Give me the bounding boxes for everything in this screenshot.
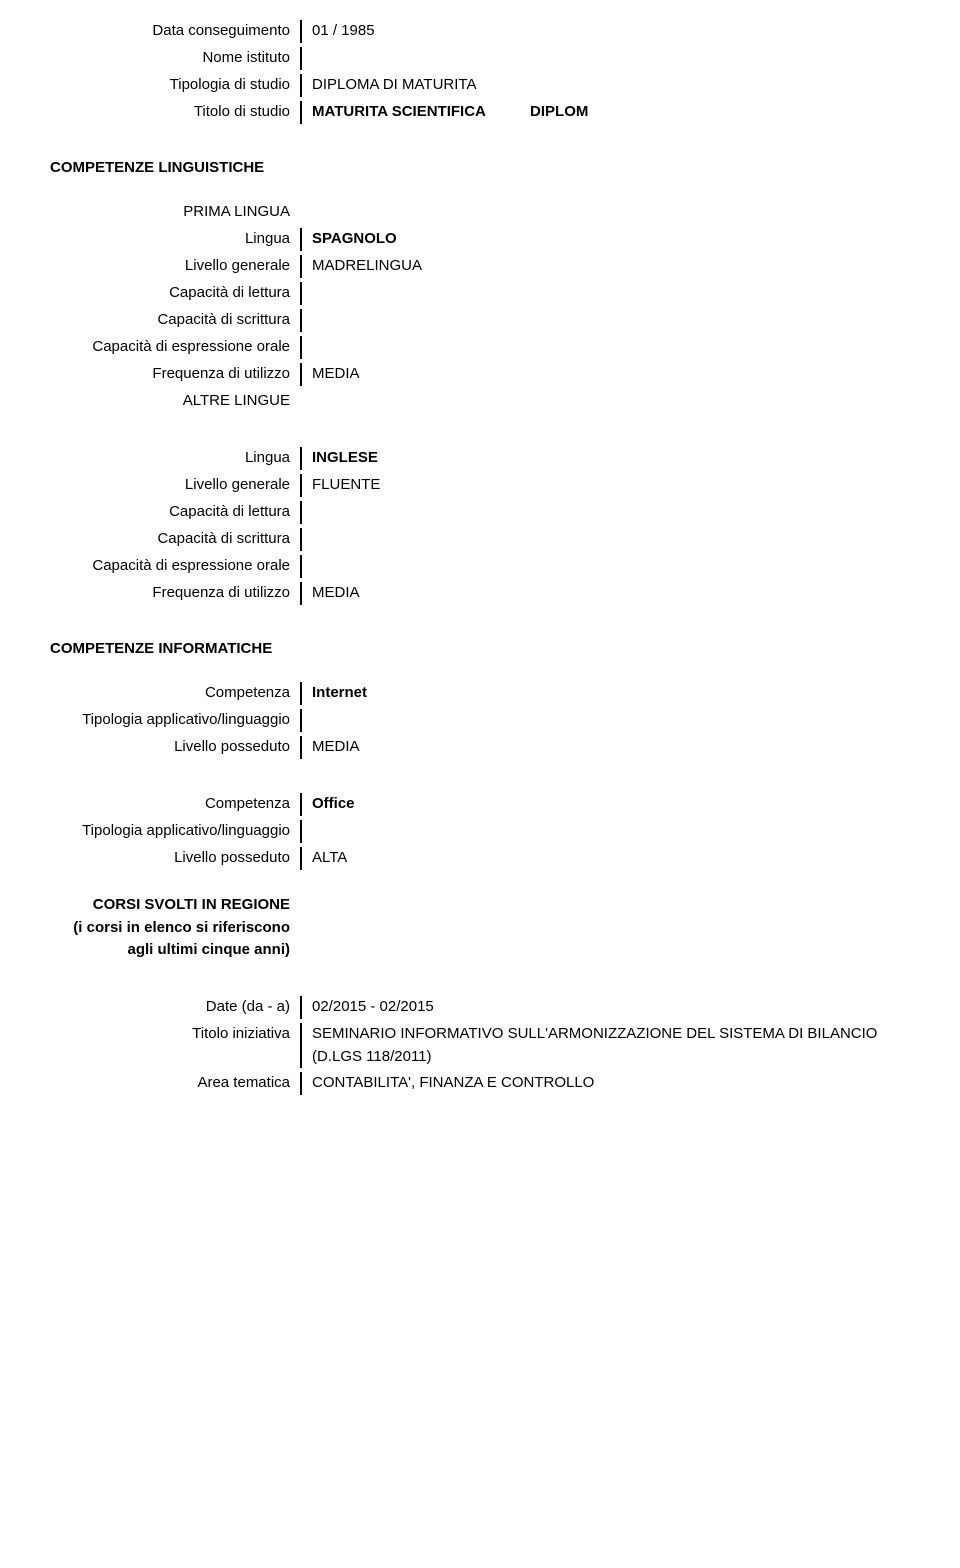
- label-capacita-espressione: Capacità di espressione orale: [50, 555, 300, 578]
- label-capacita-lettura: Capacità di lettura: [50, 501, 300, 524]
- label-livello-generale: Livello generale: [50, 255, 300, 278]
- row-titolo-studio: Titolo di studio MATURITA SCIENTIFICA DI…: [50, 101, 920, 124]
- value-titolo-studio-extra: DIPLOM: [530, 103, 588, 120]
- section-competenze-informatiche: COMPETENZE INFORMATICHE: [50, 640, 920, 657]
- row-corsi-titolo: Titolo iniziativa SEMINARIO INFORMATIVO …: [50, 1023, 920, 1068]
- label-frequenza-utilizzo: Frequenza di utilizzo: [50, 363, 300, 386]
- label-corsi-titolo: Titolo iniziativa: [50, 1023, 300, 1046]
- corsi-title-line3: agli ultimi cinque anni): [50, 939, 300, 962]
- row-lingua-2: Lingua INGLESE: [50, 447, 920, 470]
- row-scrittura-2: Capacità di scrittura: [50, 528, 920, 551]
- label-nome-istituto: Nome istituto: [50, 47, 300, 70]
- label-competenza: Competenza: [50, 682, 300, 705]
- label-altre-lingue: ALTRE LINGUE: [50, 390, 300, 413]
- value-frequenza-1: MEDIA: [302, 363, 920, 386]
- label-titolo-studio: Titolo di studio: [50, 101, 300, 124]
- label-data-conseguimento: Data conseguimento: [50, 20, 300, 43]
- value-competenza-1: Internet: [302, 682, 920, 705]
- value-lingua-1: SPAGNOLO: [302, 228, 920, 251]
- corsi-title-line1: CORSI SVOLTI IN REGIONE: [50, 894, 300, 917]
- row-competenza-1: Competenza Internet: [50, 682, 920, 705]
- value-corsi-date: 02/2015 - 02/2015: [302, 996, 920, 1019]
- section-competenze-linguistiche: COMPETENZE LINGUISTICHE: [50, 159, 920, 176]
- separator: [300, 528, 302, 551]
- value-lingua-2: INGLESE: [302, 447, 920, 470]
- row-corsi-date: Date (da - a) 02/2015 - 02/2015: [50, 996, 920, 1019]
- row-scrittura-1: Capacità di scrittura: [50, 309, 920, 332]
- row-lettura-1: Capacità di lettura: [50, 282, 920, 305]
- row-tipologia-studio: Tipologia di studio DIPLOMA DI MATURITA: [50, 74, 920, 97]
- separator: [300, 47, 302, 70]
- label-capacita-lettura: Capacità di lettura: [50, 282, 300, 305]
- corsi-title-line2: (i corsi in elenco si riferiscono: [50, 917, 300, 940]
- label-lingua: Lingua: [50, 447, 300, 470]
- row-prima-lingua: PRIMA LINGUA: [50, 201, 920, 224]
- row-altre-lingue: ALTRE LINGUE: [50, 390, 920, 413]
- row-tipologia-app-1: Tipologia applicativo/linguaggio: [50, 709, 920, 732]
- value-data-conseguimento: 01 / 1985: [302, 20, 920, 43]
- row-corsi-title-2: (i corsi in elenco si riferiscono: [50, 917, 920, 940]
- label-livello-posseduto: Livello posseduto: [50, 847, 300, 870]
- value-corsi-area: CONTABILITA', FINANZA E CONTROLLO: [302, 1072, 920, 1095]
- separator: [300, 282, 302, 305]
- label-prima-lingua: PRIMA LINGUA: [50, 201, 300, 224]
- row-corsi-area: Area tematica CONTABILITA', FINANZA E CO…: [50, 1072, 920, 1095]
- row-livello-2: Livello generale FLUENTE: [50, 474, 920, 497]
- label-corsi-area: Area tematica: [50, 1072, 300, 1095]
- row-livello-posseduto-1: Livello posseduto MEDIA: [50, 736, 920, 759]
- label-capacita-scrittura: Capacità di scrittura: [50, 309, 300, 332]
- value-competenza-2: Office: [302, 793, 920, 816]
- row-frequenza-1: Frequenza di utilizzo MEDIA: [50, 363, 920, 386]
- row-data-conseguimento: Data conseguimento 01 / 1985: [50, 20, 920, 43]
- row-espressione-1: Capacità di espressione orale: [50, 336, 920, 359]
- label-capacita-scrittura: Capacità di scrittura: [50, 528, 300, 551]
- row-espressione-2: Capacità di espressione orale: [50, 555, 920, 578]
- label-competenza: Competenza: [50, 793, 300, 816]
- separator: [300, 309, 302, 332]
- row-tipologia-app-2: Tipologia applicativo/linguaggio: [50, 820, 920, 843]
- value-corsi-titolo: SEMINARIO INFORMATIVO SULL'ARMONIZZAZION…: [302, 1023, 920, 1068]
- label-capacita-espressione: Capacità di espressione orale: [50, 336, 300, 359]
- row-nome-istituto: Nome istituto: [50, 47, 920, 70]
- value-frequenza-2: MEDIA: [302, 582, 920, 605]
- value-livello-2: FLUENTE: [302, 474, 920, 497]
- label-corsi-date: Date (da - a): [50, 996, 300, 1019]
- row-corsi-title-3: agli ultimi cinque anni): [50, 939, 920, 962]
- row-frequenza-2: Frequenza di utilizzo MEDIA: [50, 582, 920, 605]
- label-tipologia-app: Tipologia applicativo/linguaggio: [50, 820, 300, 843]
- row-lettura-2: Capacità di lettura: [50, 501, 920, 524]
- value-livello-posseduto-1: MEDIA: [302, 736, 920, 759]
- label-livello-posseduto: Livello posseduto: [50, 736, 300, 759]
- label-frequenza-utilizzo: Frequenza di utilizzo: [50, 582, 300, 605]
- row-lingua-1: Lingua SPAGNOLO: [50, 228, 920, 251]
- separator: [300, 336, 302, 359]
- label-lingua: Lingua: [50, 228, 300, 251]
- row-competenza-2: Competenza Office: [50, 793, 920, 816]
- document-page: Data conseguimento 01 / 1985 Nome istitu…: [0, 0, 960, 1568]
- label-livello-generale: Livello generale: [50, 474, 300, 497]
- row-livello-posseduto-2: Livello posseduto ALTA: [50, 847, 920, 870]
- separator: [300, 501, 302, 524]
- value-livello-1: MADRELINGUA: [302, 255, 920, 278]
- label-tipologia-studio: Tipologia di studio: [50, 74, 300, 97]
- label-tipologia-app: Tipologia applicativo/linguaggio: [50, 709, 300, 732]
- value-titolo-studio-main: MATURITA SCIENTIFICA: [312, 103, 486, 120]
- separator: [300, 709, 302, 732]
- separator: [300, 820, 302, 843]
- value-livello-posseduto-2: ALTA: [302, 847, 920, 870]
- row-livello-1: Livello generale MADRELINGUA: [50, 255, 920, 278]
- value-titolo-studio: MATURITA SCIENTIFICA DIPLOM: [302, 101, 920, 124]
- separator: [300, 555, 302, 578]
- row-corsi-title-1: CORSI SVOLTI IN REGIONE: [50, 894, 920, 917]
- value-tipologia-studio: DIPLOMA DI MATURITA: [302, 74, 920, 97]
